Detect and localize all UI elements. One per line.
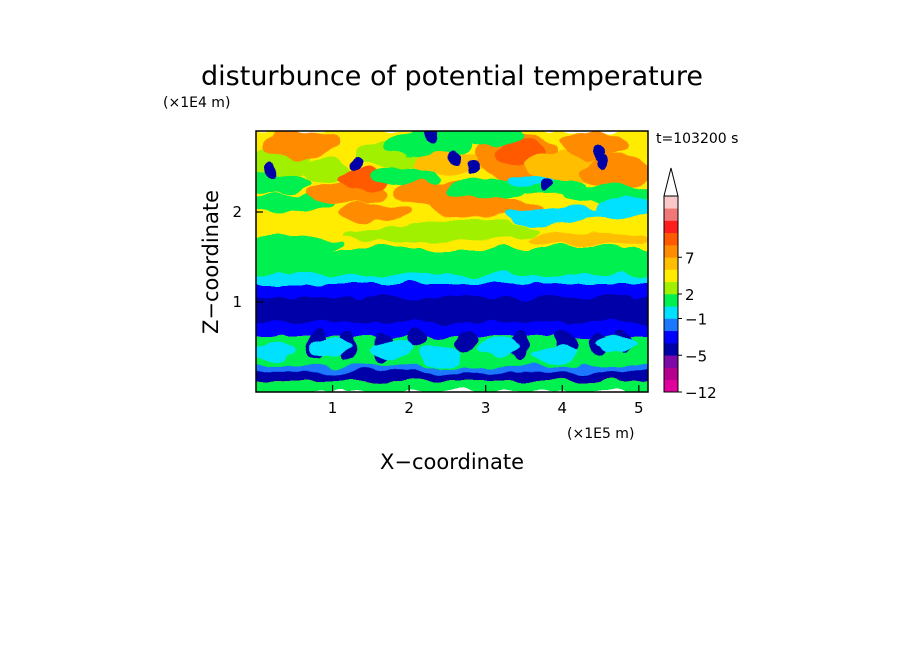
contour-region bbox=[367, 339, 412, 358]
x-tick-label: 4 bbox=[557, 399, 567, 417]
x-tick-label: 3 bbox=[481, 399, 491, 417]
x-axis: 1 2 3 4 5 bbox=[328, 385, 644, 417]
colorbar-level bbox=[664, 294, 678, 307]
contour-band bbox=[256, 365, 648, 373]
x-tick-label: 5 bbox=[634, 399, 644, 417]
y-axis: 12 bbox=[232, 203, 263, 311]
contour-cell bbox=[265, 163, 278, 180]
contour-region bbox=[339, 203, 410, 221]
colorbar-tick-label: −5 bbox=[685, 347, 707, 365]
contour-cell bbox=[464, 159, 477, 175]
contour-cell bbox=[426, 131, 439, 144]
contour-region bbox=[256, 342, 298, 361]
colorbar-level bbox=[664, 245, 678, 258]
chart-title: disturbunce of potential temperature bbox=[201, 61, 703, 92]
contour-region bbox=[341, 226, 462, 243]
contour-region bbox=[445, 179, 526, 200]
colorbar-level bbox=[664, 269, 678, 283]
colorbar-tick-label: −1 bbox=[685, 311, 707, 329]
colorbar-level bbox=[664, 306, 678, 319]
y-tick-label: 2 bbox=[232, 203, 242, 221]
contour-region bbox=[596, 197, 648, 218]
contour-region bbox=[310, 338, 355, 356]
contour-cell bbox=[540, 177, 553, 193]
contour-region bbox=[525, 231, 646, 247]
contour-region bbox=[383, 131, 474, 159]
contour-field bbox=[256, 131, 648, 392]
colorbar: −12−5−127 bbox=[663, 167, 717, 402]
time-label: t=103200 s bbox=[656, 131, 738, 147]
contour-region bbox=[593, 336, 638, 355]
contour-band bbox=[256, 248, 648, 280]
y-unit-label: (×1E4 m) bbox=[163, 95, 230, 111]
colorbar-level bbox=[664, 355, 678, 368]
contour-plume bbox=[456, 330, 477, 355]
colorbar-tick-label: 7 bbox=[685, 249, 695, 267]
colorbar-level bbox=[664, 343, 678, 356]
contour-region bbox=[256, 235, 345, 252]
contour-region bbox=[298, 159, 351, 184]
colorbar-tick-label: −12 bbox=[685, 384, 717, 402]
contour-band bbox=[256, 371, 648, 382]
contour-cell bbox=[598, 154, 611, 171]
contour-region bbox=[463, 131, 524, 146]
colorbar-level bbox=[664, 318, 678, 332]
contour-region bbox=[479, 338, 523, 356]
contour-band bbox=[256, 381, 648, 392]
plot-frame bbox=[255, 130, 649, 393]
contour-region bbox=[370, 166, 441, 186]
contour-region bbox=[549, 206, 606, 218]
colorbar-level bbox=[664, 220, 678, 234]
contour-plume bbox=[406, 330, 427, 349]
colorbar-extend-arrow bbox=[663, 167, 679, 197]
contour-region bbox=[580, 155, 648, 188]
colorbar-level bbox=[664, 232, 678, 246]
contour-region bbox=[558, 131, 627, 159]
colorbar-tick-label: 2 bbox=[685, 286, 695, 304]
y-tick-label: 1 bbox=[232, 293, 242, 311]
contour-cell bbox=[449, 150, 462, 166]
contour-band bbox=[256, 297, 648, 322]
contour-region bbox=[261, 131, 342, 159]
plot-area bbox=[256, 131, 648, 392]
colorbar-level bbox=[664, 330, 678, 344]
x-unit-label: (×1E5 m) bbox=[567, 426, 634, 442]
y-axis-label: Z−coordinate bbox=[199, 190, 223, 334]
contour-region bbox=[417, 347, 462, 365]
contour-cell bbox=[349, 154, 362, 171]
contour-region bbox=[532, 345, 577, 364]
colorbar-level bbox=[664, 367, 678, 381]
colorbar-level bbox=[664, 281, 678, 295]
x-tick-label: 1 bbox=[328, 399, 338, 417]
colorbar-level bbox=[664, 379, 678, 393]
contour-region bbox=[256, 175, 312, 195]
colorbar-level bbox=[664, 196, 678, 209]
x-axis-label: X−coordinate bbox=[380, 450, 524, 474]
x-tick-label: 2 bbox=[404, 399, 414, 417]
colorbar-level bbox=[664, 257, 678, 270]
colorbar-level bbox=[664, 208, 678, 221]
